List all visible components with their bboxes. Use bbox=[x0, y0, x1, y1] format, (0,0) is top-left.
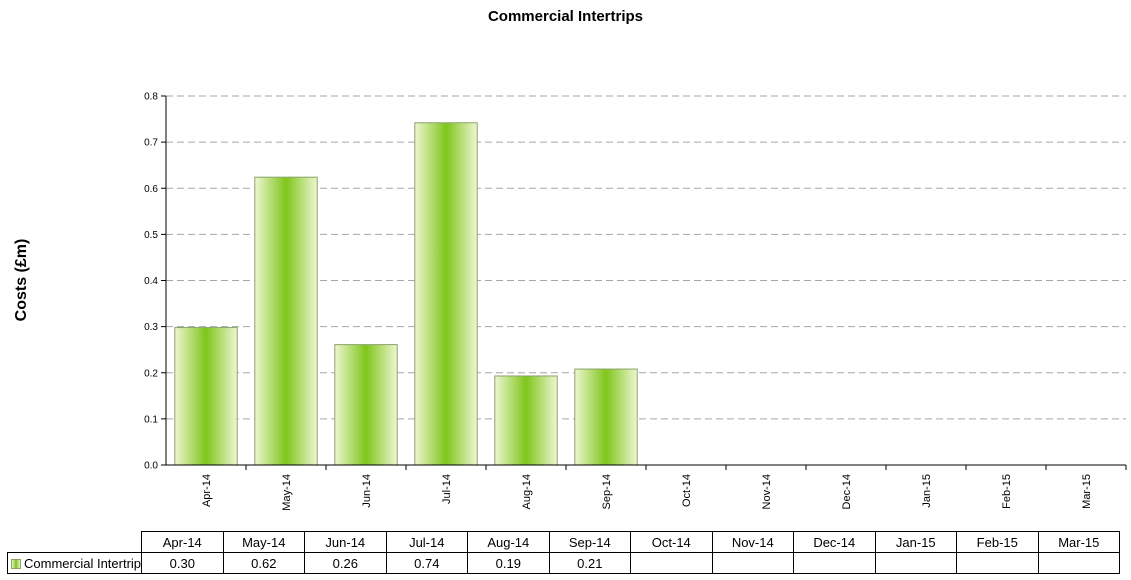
y-tick-label: 0.0 bbox=[144, 461, 158, 472]
x-tick-label: Sep-14 bbox=[601, 474, 613, 509]
data-table-header-cell: Mar-15 bbox=[1037, 531, 1121, 553]
y-tick-label: 0.6 bbox=[144, 184, 158, 195]
y-tick-label: 0.4 bbox=[144, 276, 158, 287]
x-tick-label: Jan-15 bbox=[921, 474, 933, 508]
data-table-value-cell: 0.62 bbox=[222, 552, 306, 574]
data-table: Apr-14 May-14 Jun-14 Jul-14 Aug-14 Sep-14 Oct-… bbox=[6, 531, 1121, 574]
y-tick-label: 0.8 bbox=[144, 92, 158, 103]
data-table-value-cell bbox=[874, 552, 958, 574]
y-tick-label: 0.5 bbox=[144, 230, 158, 241]
y-tick-label: 0.1 bbox=[144, 414, 158, 425]
data-table-value-cell bbox=[630, 552, 713, 574]
y-tick-label: 0.3 bbox=[144, 322, 158, 333]
x-tick-label: Mar-15 bbox=[1081, 474, 1093, 509]
data-table-value-cell bbox=[711, 552, 795, 574]
data-table-header-cell: Aug-14 bbox=[467, 531, 550, 553]
chart-title: Commercial Intertrips bbox=[487, 8, 644, 25]
data-table-value-cell: 0.26 bbox=[304, 552, 387, 574]
data-table-value-cell: 0.19 bbox=[467, 552, 550, 574]
x-tick-label: Oct-14 bbox=[681, 474, 693, 507]
data-table-corner bbox=[8, 532, 142, 553]
axes: 0.0 0.1 0.2 0.3 0.4 0.5 0.6 0.7 0.8 Apr-14 May-14 J… bbox=[144, 92, 1127, 511]
data-table-header-cell: Apr-14 bbox=[141, 531, 224, 553]
data-table-header-cell: Dec-14 bbox=[793, 531, 876, 553]
data-table-value-cell bbox=[1037, 552, 1121, 574]
x-tick-label: Dec-14 bbox=[841, 474, 853, 509]
x-tick-label: Aug-14 bbox=[521, 474, 533, 509]
data-table-header-cell: Sep-14 bbox=[548, 531, 632, 553]
data-table-value-cell: 0.74 bbox=[385, 552, 469, 574]
data-table-header-row: Apr-14 May-14 Jun-14 Jul-14 Aug-14 Sep-14 Oct-… bbox=[8, 531, 1121, 553]
data-table-series-row: Commercial Intertrip 0.30 0.62 0.26 0.74 0.1… bbox=[6, 552, 1121, 574]
data-table-value-cell bbox=[793, 552, 876, 574]
x-tick-label: May-14 bbox=[281, 474, 293, 511]
bar bbox=[174, 327, 238, 466]
x-tick-label: Jun-14 bbox=[361, 474, 373, 508]
bar bbox=[414, 122, 478, 466]
legend-series-name: Commercial Intertrip bbox=[24, 555, 142, 571]
y-tick-label: 0.2 bbox=[144, 368, 158, 379]
data-table-value-cell: 0.30 bbox=[141, 552, 224, 574]
data-table-series-label: Commercial Intertrip bbox=[6, 552, 143, 574]
data-table-value-cell bbox=[956, 552, 1039, 574]
data-table-header-cell: May-14 bbox=[222, 531, 306, 553]
data-table-value-cell: 0.21 bbox=[548, 552, 632, 574]
x-tick-label: Nov-14 bbox=[761, 474, 773, 509]
y-tick-label: 0.7 bbox=[144, 138, 158, 149]
data-table-header-cell: Jul-14 bbox=[385, 531, 469, 553]
bar bbox=[254, 176, 318, 466]
x-tick-label: Apr-14 bbox=[201, 474, 213, 507]
x-tick-label: Feb-15 bbox=[1001, 474, 1013, 509]
bar bbox=[494, 375, 558, 466]
bar bbox=[574, 368, 638, 466]
bars bbox=[174, 122, 638, 466]
data-table-header-cell: Nov-14 bbox=[711, 531, 795, 553]
data-table-header-cell: Oct-14 bbox=[630, 531, 713, 553]
bar-chart-plot: 0.0 0.1 0.2 0.3 0.4 0.5 0.6 0.7 0.8 Apr-14 May-14 J… bbox=[144, 92, 1127, 511]
gridlines bbox=[166, 95, 1126, 420]
data-table-header-cell: Feb-15 bbox=[956, 531, 1039, 553]
data-table-header-cell: Jan-15 bbox=[874, 531, 958, 553]
data-table-header-cell: Jun-14 bbox=[304, 531, 387, 553]
legend-key bbox=[11, 558, 21, 569]
x-tick-label: Jul-14 bbox=[441, 474, 453, 504]
bar bbox=[334, 344, 398, 466]
